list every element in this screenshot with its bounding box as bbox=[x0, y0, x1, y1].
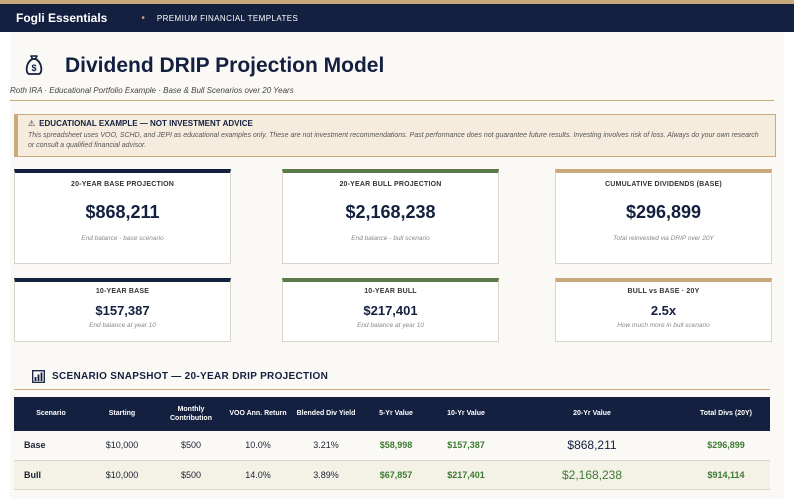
column-header: Monthly Contribution bbox=[156, 397, 226, 431]
table-row-bull: Bull $10,000 $500 14.0% 3.89% $67,857 $2… bbox=[14, 460, 770, 490]
cell-total-divs: $296,899 bbox=[682, 431, 770, 461]
svg-text:$: $ bbox=[31, 63, 36, 73]
cell-20yr-value: $868,211 bbox=[502, 431, 682, 461]
kpi-card-10y-bull: 10-YEAR BULL $217,401 End balance at yea… bbox=[282, 278, 499, 342]
cell-scenario: Base bbox=[14, 431, 88, 461]
table-header-row: Scenario Starting Monthly Contribution V… bbox=[14, 397, 770, 431]
column-header: Starting bbox=[88, 397, 156, 431]
money-bag-icon: $ bbox=[25, 55, 43, 75]
kpi-value: $296,899 bbox=[625, 202, 702, 222]
notice-title: EDUCATIONAL EXAMPLE — NOT INVESTMENT ADV… bbox=[39, 119, 253, 128]
column-header: 10-Yr Value bbox=[430, 397, 502, 431]
kpi-note: End balance - bull scenario bbox=[351, 235, 430, 242]
kpi-note: End balance at year 10 bbox=[89, 322, 156, 329]
snapshot-title: SCENARIO SNAPSHOT — 20-YEAR DRIP PROJECT… bbox=[52, 371, 329, 382]
cell-starting: $10,000 bbox=[88, 460, 156, 490]
warning-icon: ⚠ bbox=[28, 119, 36, 128]
scenario-table: Scenario Starting Monthly Contribution V… bbox=[14, 397, 770, 490]
kpi-label: BULL vs BASE · 20Y bbox=[627, 288, 700, 295]
cell-div-yield: 3.89% bbox=[290, 460, 362, 490]
kpi-value: $868,211 bbox=[85, 202, 160, 222]
kpi-note: How much more in bull scenario bbox=[617, 322, 710, 329]
brand-tagline: PREMIUM FINANCIAL TEMPLATES bbox=[156, 13, 299, 23]
chart-icon bbox=[32, 370, 45, 383]
kpi-card-10y-base: 10-YEAR BASE $157,387 End balance at yea… bbox=[14, 278, 231, 342]
kpi-label: CUMULATIVE DIVIDENDS (BASE) bbox=[605, 181, 722, 188]
brand-name: Fogli Essentials bbox=[16, 11, 108, 25]
cell-monthly: $500 bbox=[156, 431, 226, 461]
column-header: 20-Yr Value bbox=[502, 397, 682, 431]
disclaimer-notice: ⚠ EDUCATIONAL EXAMPLE — NOT INVESTMENT A… bbox=[14, 114, 776, 157]
notice-header: ⚠ EDUCATIONAL EXAMPLE — NOT INVESTMENT A… bbox=[28, 119, 765, 128]
kpi-card-20y-base: 20-YEAR BASE PROJECTION $868,211 End bal… bbox=[14, 169, 231, 264]
cell-voo-return: 10.0% bbox=[226, 431, 290, 461]
header-separator: • bbox=[141, 12, 145, 24]
cell-scenario: Bull bbox=[14, 460, 88, 490]
cell-5yr-value: $58,998 bbox=[362, 431, 430, 461]
column-header: Scenario bbox=[14, 397, 88, 431]
kpi-value: $217,401 bbox=[363, 303, 418, 318]
kpi-note: Total reinvested via DRIP over 20Y bbox=[613, 235, 714, 242]
kpi-value: 2.5x bbox=[650, 303, 677, 318]
cell-voo-return: 14.0% bbox=[226, 460, 290, 490]
kpi-note: End balance - base scenario bbox=[81, 235, 164, 242]
kpi-label: 10-YEAR BULL bbox=[364, 288, 417, 295]
kpi-card-bull-vs-base: BULL vs BASE · 20Y 2.5x How much more in… bbox=[555, 278, 772, 342]
page-subtitle: Roth IRA · Educational Portfolio Example… bbox=[10, 86, 294, 95]
kpi-label: 20-YEAR BULL PROJECTION bbox=[339, 181, 442, 188]
kpi-label: 10-YEAR BASE bbox=[95, 288, 150, 295]
kpi-label: 20-YEAR BASE PROJECTION bbox=[70, 181, 174, 188]
kpi-value: $157,387 bbox=[95, 303, 150, 318]
column-header: 5-Yr Value bbox=[362, 397, 430, 431]
kpi-card-20y-bull: 20-YEAR BULL PROJECTION $2,168,238 End b… bbox=[282, 169, 499, 264]
cell-starting: $10,000 bbox=[88, 431, 156, 461]
kpi-value: $2,168,238 bbox=[345, 202, 436, 222]
cell-monthly: $500 bbox=[156, 460, 226, 490]
kpi-note: End balance at year 10 bbox=[357, 322, 424, 329]
column-header: VOO Ann. Return bbox=[226, 397, 290, 431]
kpi-card-cumulative-dividends: CUMULATIVE DIVIDENDS (BASE) $296,899 Tot… bbox=[555, 169, 772, 264]
notice-body: This spreadsheet uses VOO, SCHD, and JEP… bbox=[28, 132, 759, 150]
table-row-base: Base $10,000 $500 10.0% 3.21% $58,998 $1… bbox=[14, 431, 770, 461]
cell-10yr-value: $157,387 bbox=[430, 431, 502, 461]
snapshot-divider bbox=[14, 389, 770, 390]
cell-total-divs: $914,114 bbox=[682, 460, 770, 490]
cell-5yr-value: $67,857 bbox=[362, 460, 430, 490]
cell-div-yield: 3.21% bbox=[290, 431, 362, 461]
cell-10yr-value: $217,401 bbox=[430, 460, 502, 490]
column-header: Blended Div Yield bbox=[290, 397, 362, 431]
top-bar: Fogli Essentials • PREMIUM FINANCIAL TEM… bbox=[0, 0, 794, 32]
page-title: Dividend DRIP Projection Model bbox=[65, 54, 385, 77]
title-divider bbox=[10, 100, 774, 101]
column-header: Total Divs (20Y) bbox=[682, 397, 770, 431]
cell-20yr-value: $2,168,238 bbox=[502, 460, 682, 490]
